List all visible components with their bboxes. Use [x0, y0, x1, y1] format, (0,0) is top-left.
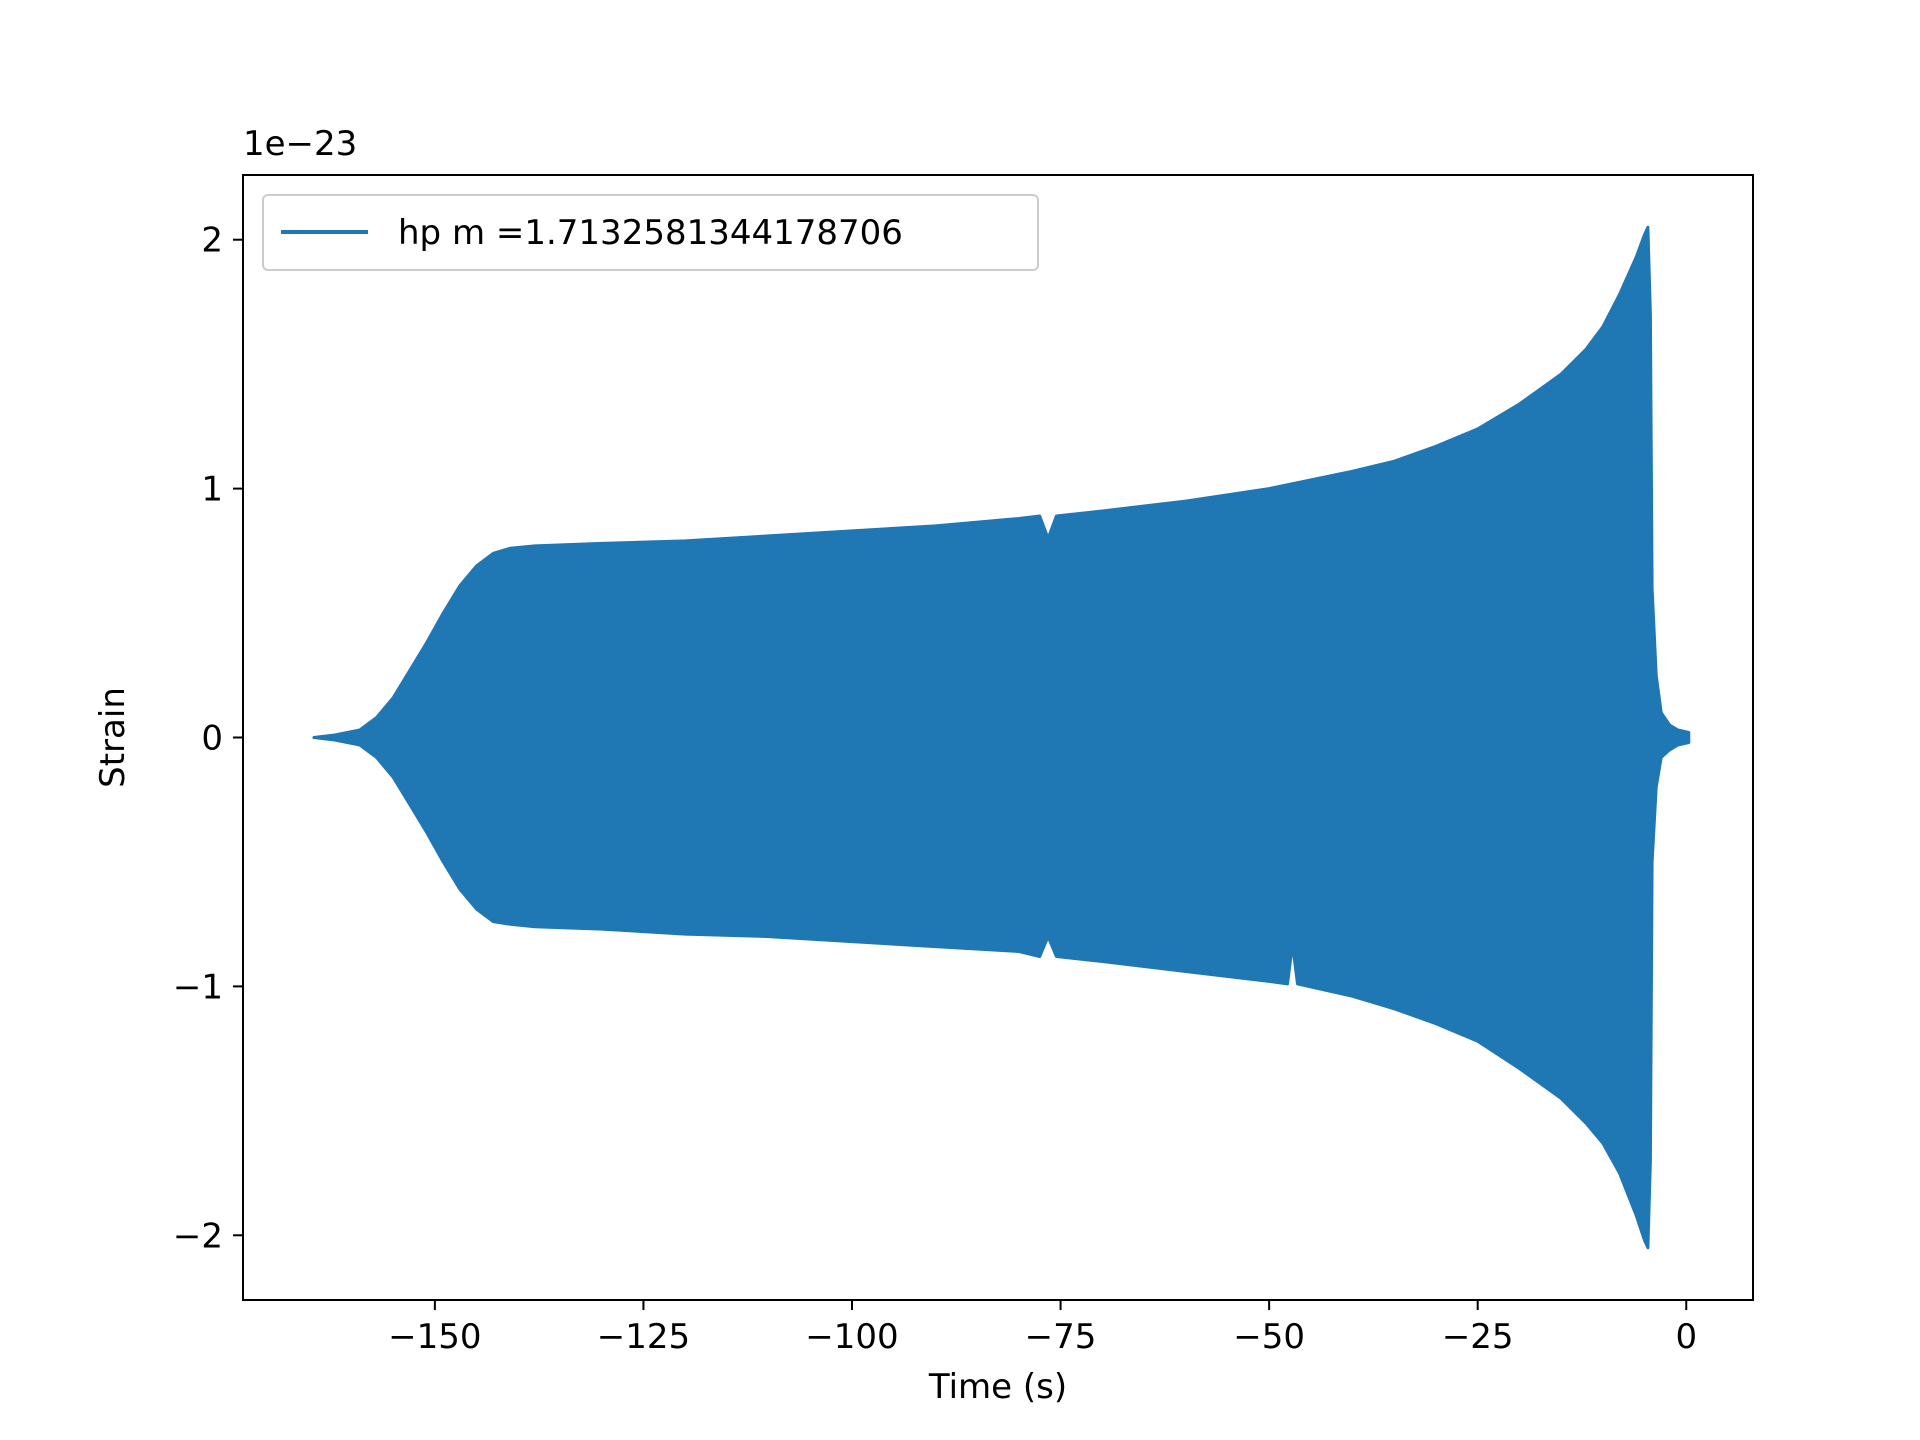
y-tick-label: −2 [173, 1216, 223, 1256]
y-tick-label: −1 [173, 967, 223, 1007]
legend: hp m =1.7132581344178706 [262, 194, 1039, 271]
x-axis-label: Time (s) [928, 1367, 1067, 1407]
y-axis-label: Strain [93, 687, 133, 788]
y-tick-label: 2 [201, 221, 223, 261]
x-tick-label: −150 [388, 1317, 481, 1357]
y-tick-label: 1 [201, 470, 223, 510]
axes-frame [242, 174, 1754, 1301]
legend-entry-label: hp m =1.7132581344178706 [398, 213, 903, 253]
plot-area [312, 225, 1691, 1250]
series-waveform [312, 225, 1691, 1250]
y-axis-offset-label: 1e−23 [243, 124, 357, 164]
x-tick-label: 0 [1675, 1317, 1697, 1357]
x-tick-label: −25 [1442, 1317, 1514, 1357]
y-axis: −2 −1 0 1 2 [173, 221, 243, 1256]
y-tick-label: 0 [201, 719, 223, 759]
legend-box [262, 194, 1039, 271]
x-axis: −150 −125 −100 −75 −50 −25 0 [388, 1300, 1697, 1357]
x-tick-label: −100 [805, 1317, 898, 1357]
x-tick-label: −50 [1233, 1317, 1305, 1357]
x-tick-label: −75 [1025, 1317, 1097, 1357]
x-tick-label: −125 [597, 1317, 690, 1357]
